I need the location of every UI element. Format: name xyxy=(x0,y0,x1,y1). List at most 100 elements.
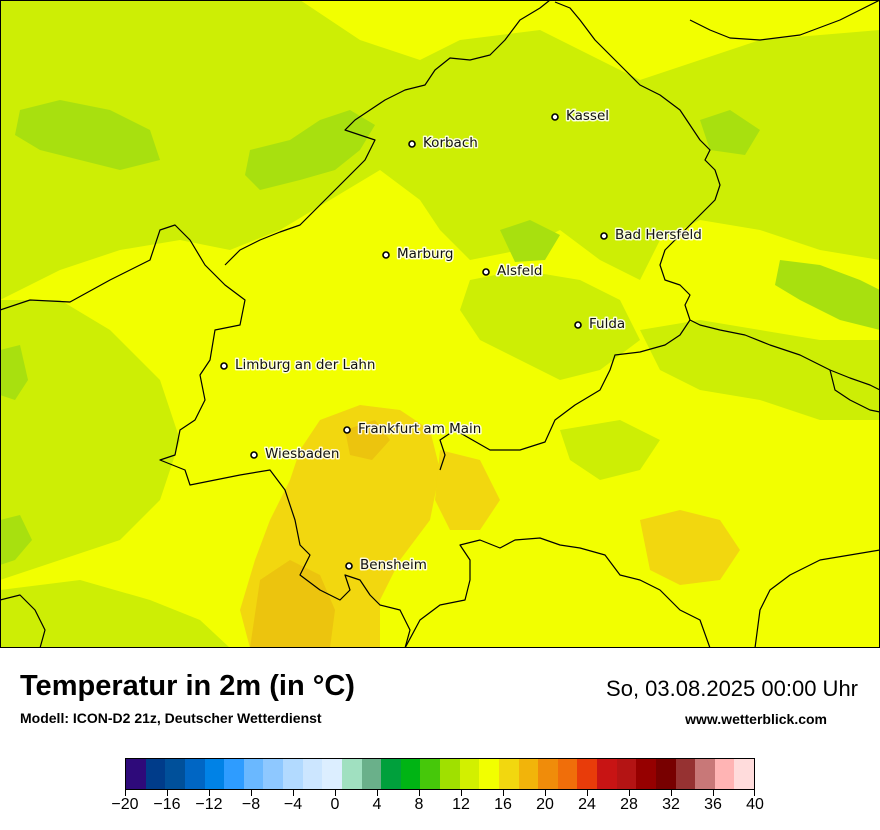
colorbar-tick xyxy=(335,790,336,796)
city-label: Kassel xyxy=(566,108,609,124)
colorbar-tick xyxy=(209,790,210,796)
city-label: Limburg an der Lahn xyxy=(235,357,375,373)
city-marker: Wiesbaden xyxy=(250,445,341,464)
city-label: Fulda xyxy=(589,316,625,332)
colorbar-segment xyxy=(616,759,637,789)
colorbar-tick-label: 4 xyxy=(372,796,382,813)
city-marker: Frankfurt am Main xyxy=(343,420,483,439)
colorbar-tick-label: −12 xyxy=(195,796,223,813)
forecast-datetime: So, 03.08.2025 00:00 Uhr xyxy=(606,676,858,701)
city-label: Frankfurt am Main xyxy=(358,421,481,437)
city-label: Alsfeld xyxy=(497,263,542,279)
colorbar-segment xyxy=(184,759,205,789)
colorbar-tick xyxy=(251,790,252,796)
colorbar-segment xyxy=(263,759,283,789)
colorbar-tick-label: 8 xyxy=(414,796,424,813)
website-link[interactable]: www.wetterblick.com xyxy=(685,711,827,727)
colorbar-segment xyxy=(440,759,460,789)
colorbar-segment xyxy=(204,759,225,789)
deep-orange-areas xyxy=(250,420,390,648)
colorbar-segment xyxy=(655,759,676,789)
city-label: Bad Hersfeld xyxy=(615,227,702,243)
city-marker: Kassel xyxy=(551,107,611,126)
colorbar-segment xyxy=(597,759,617,789)
colorbar-segment xyxy=(518,759,539,789)
colorbar-segment xyxy=(714,759,735,789)
colorbar-segment xyxy=(126,759,146,789)
city-dot xyxy=(551,113,559,121)
colorbar-tick xyxy=(293,790,294,796)
colorbar-segment xyxy=(224,759,244,789)
colorbar-segment xyxy=(302,759,323,789)
colorbar-segment xyxy=(695,759,715,789)
city-marker: Marburg xyxy=(382,245,455,264)
city-marker: Fulda xyxy=(574,315,627,334)
colorbar-tick xyxy=(629,790,630,796)
city-marker: Bensheim xyxy=(345,556,428,575)
colorbar-segment xyxy=(577,759,597,789)
colorbar-segment xyxy=(734,759,754,789)
light-green-areas xyxy=(0,0,880,648)
colorbar-segment xyxy=(498,759,519,789)
colorbar-tick-label: 16 xyxy=(494,796,512,813)
colorbar-segment xyxy=(341,759,362,789)
map-title: Temperatur in 2m (in °C) xyxy=(20,670,355,702)
colorbar-segment xyxy=(243,759,264,789)
city-dot xyxy=(574,321,582,329)
colorbar-segment xyxy=(459,759,480,789)
colorbar-segment xyxy=(361,759,382,789)
colorbar-tick-label: 40 xyxy=(746,796,764,813)
city-marker: Bad Hersfeld xyxy=(600,226,703,245)
colorbar-segment xyxy=(538,759,558,789)
colorbar-tick-label: 12 xyxy=(452,796,470,813)
colorbar-tick xyxy=(545,790,546,796)
city-label: Bensheim xyxy=(360,557,427,573)
map-canvas: Kassel Korbach Bad Hersfeld Marburg Alsfeld F… xyxy=(0,0,880,648)
colorbar-tick xyxy=(671,790,672,796)
colorbar-segment xyxy=(400,759,421,789)
colorbar-tick-label: 36 xyxy=(704,796,722,813)
colorbar-tick-label: −20 xyxy=(111,796,139,813)
city-dot xyxy=(343,426,351,434)
city-marker: Alsfeld xyxy=(482,262,544,281)
city-label: Korbach xyxy=(423,135,478,151)
model-source: Modell: ICON-D2 21z, Deutscher Wetterdie… xyxy=(20,710,322,726)
state-borders xyxy=(0,0,880,648)
colorbar-labels: −20 −16 −12 −8 −4 0 4 8 12 16 20 24 28 32 36 40 xyxy=(111,796,763,816)
city-markers: Kassel Korbach Bad Hersfeld Marburg Alsfeld F… xyxy=(220,107,703,575)
colorbar-tick xyxy=(419,790,420,796)
city-dot xyxy=(382,251,390,259)
colorbar-segment xyxy=(479,759,499,789)
city-dot xyxy=(482,268,490,276)
colorbar-tick-label: 20 xyxy=(536,796,554,813)
colorbar-tick-label: 0 xyxy=(330,796,340,813)
colorbar-segment xyxy=(283,759,303,789)
colorbar-tick-label: 28 xyxy=(620,796,638,813)
colorbar-tick xyxy=(125,790,126,796)
city-label: Wiesbaden xyxy=(265,446,339,462)
green-areas xyxy=(0,100,880,565)
colorbar-tick xyxy=(461,790,462,796)
city-marker: Korbach xyxy=(408,134,479,153)
colorbar-tick xyxy=(503,790,504,796)
colorbar-tick-label: 24 xyxy=(578,796,596,813)
city-label: Marburg xyxy=(397,246,453,262)
colorbar-segment xyxy=(636,759,656,789)
colorbar-tick-label: −4 xyxy=(283,796,303,813)
city-marker: Limburg an der Lahn xyxy=(220,356,377,375)
colorbar-segment xyxy=(145,759,166,789)
colorbar-tick-label: −16 xyxy=(153,796,181,813)
colorbar-segment xyxy=(322,759,342,789)
colorbar-segment xyxy=(557,759,578,789)
temperature-colorbar xyxy=(125,758,755,790)
footer: Temperatur in 2m (in °C) Modell: ICON-D2… xyxy=(0,648,880,830)
city-dot xyxy=(220,362,228,370)
city-dot xyxy=(600,232,608,240)
colorbar-ticks xyxy=(125,790,755,798)
colorbar-tick xyxy=(754,790,755,796)
colorbar-tick-label: 32 xyxy=(662,796,680,813)
colorbar-tick xyxy=(167,790,168,796)
colorbar-tick xyxy=(713,790,714,796)
temperature-map: Kassel Korbach Bad Hersfeld Marburg Alsfeld F… xyxy=(0,0,880,648)
colorbar-tick xyxy=(377,790,378,796)
